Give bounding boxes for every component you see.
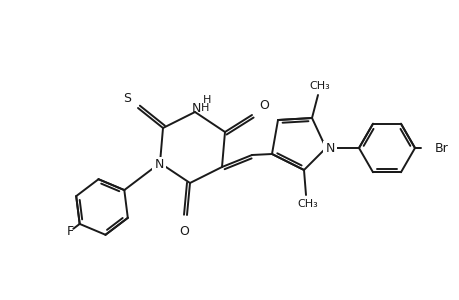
Text: H: H (201, 103, 209, 113)
Text: S: S (123, 92, 131, 105)
Text: CH₃: CH₃ (309, 81, 330, 91)
Text: N: N (154, 158, 163, 172)
Text: O: O (258, 99, 269, 112)
Text: F: F (67, 225, 74, 238)
Text: N: N (325, 142, 334, 155)
Text: O: O (179, 225, 189, 238)
Text: H: H (202, 95, 211, 105)
Text: N: N (191, 101, 200, 115)
Text: CH₃: CH₃ (297, 199, 318, 209)
Text: Br: Br (434, 142, 448, 154)
